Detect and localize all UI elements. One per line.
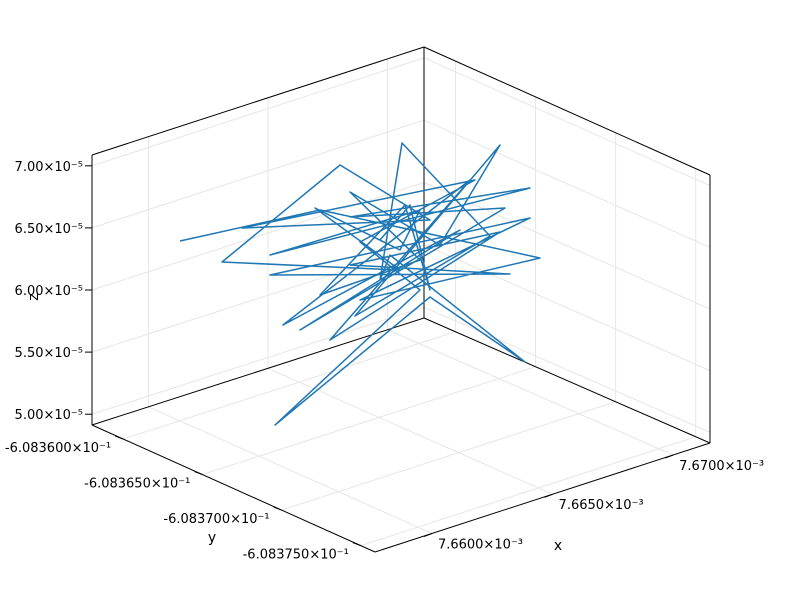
z-axis-ticks: 5.00×10⁻⁵ 5.50×10⁻⁵ 6.00×10⁻⁵ 6.50×10⁻⁵ 7.00… (15, 160, 92, 423)
z-tick-label: 7.00×10⁻⁵ (15, 160, 83, 175)
grid-line-y (122, 331, 456, 440)
y-axis-label: y (208, 530, 216, 546)
y-tick-mark (114, 435, 124, 440)
grid-line-z (91, 306, 425, 415)
x-tick-label: 7.6700×10⁻³ (679, 459, 764, 474)
x-axis-label: x (554, 538, 562, 554)
grid-lines (91, 57, 711, 547)
grid-line-y (360, 436, 696, 547)
y-tick-mark (352, 542, 362, 547)
x-tick-mark (423, 533, 433, 537)
grid-line-z (91, 119, 425, 229)
x-tick-label: 7.6650×10⁻³ (559, 498, 644, 513)
y-tick-label: -6.083700×10⁻¹ (163, 512, 269, 527)
grid-line-y (202, 366, 536, 476)
series-polyline (179, 142, 541, 426)
grid-line-z (91, 57, 425, 167)
frame-edge (423, 46, 711, 176)
y-axis-ticks: -6.083600×10⁻¹ -6.083650×10⁻¹ -6.083700×10… (5, 435, 362, 563)
x-tick-mark (664, 454, 674, 459)
grid-line-x (148, 406, 433, 534)
y-tick-label: -6.083750×10⁻¹ (243, 548, 349, 563)
z-tick-label: 5.50×10⁻⁵ (15, 346, 83, 361)
y-tick-label: -6.083600×10⁻¹ (5, 441, 111, 456)
x-axis-ticks: 7.6600×10⁻³ 7.6650×10⁻³ 7.6700×10⁻³ (423, 454, 764, 552)
z-tick-label: 6.00×10⁻⁵ (15, 284, 83, 299)
grid-line-z (423, 57, 711, 187)
grid-line-z (91, 182, 425, 291)
frame-edge (423, 317, 711, 444)
frame-edge (91, 424, 376, 553)
axis-frame (91, 46, 711, 553)
y-tick-mark (194, 471, 203, 475)
y-tick-label: -6.083650×10⁻¹ (84, 477, 190, 492)
z-tick-label: 5.00×10⁻⁵ (15, 408, 83, 423)
grid-line-z (423, 306, 711, 433)
z-tick-label: 6.50×10⁻⁵ (15, 222, 83, 237)
x-tick-label: 7.6600×10⁻³ (438, 537, 523, 552)
grid-line-z (423, 244, 711, 372)
grid-line-x (387, 329, 674, 456)
grid-line-x (267, 367, 553, 495)
y-tick-mark (273, 506, 282, 511)
frame-edge (91, 46, 425, 156)
grid-line-z (91, 244, 425, 353)
grid-line-y (281, 401, 616, 511)
frame-edge (91, 317, 425, 426)
z-axis-label: z (26, 293, 42, 300)
x-tick-mark (544, 493, 553, 498)
series-line (179, 142, 541, 426)
grid-line-z (423, 119, 711, 248)
